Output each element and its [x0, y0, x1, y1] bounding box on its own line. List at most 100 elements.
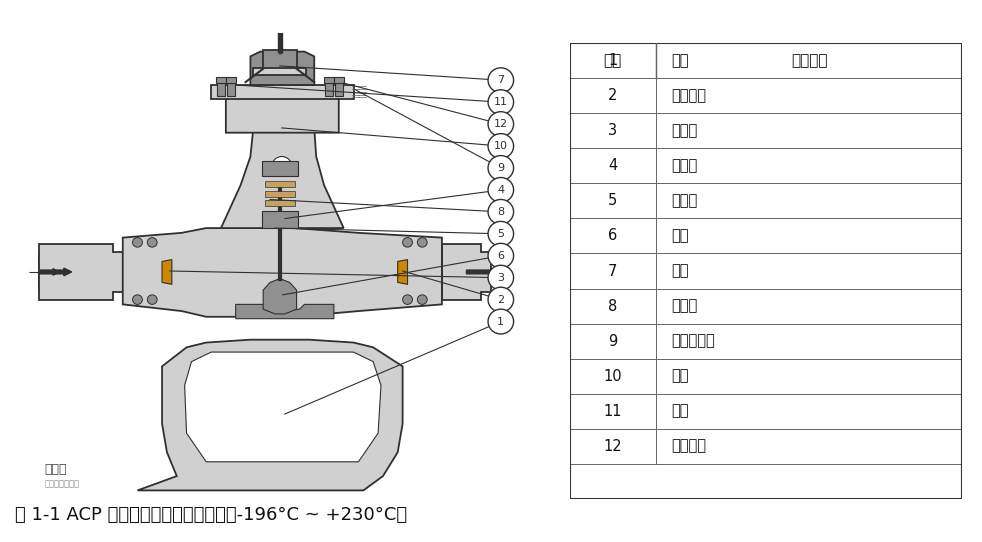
FancyBboxPatch shape	[570, 79, 962, 113]
Text: 阀杆: 阀杆	[672, 263, 689, 279]
Circle shape	[488, 243, 514, 268]
Text: 6: 6	[608, 229, 618, 243]
Text: 图 1-1 ACP 型阀体结构图（温度范围：-196°C ~ +230°C）: 图 1-1 ACP 型阀体结构图（温度范围：-196°C ~ +230°C）	[15, 506, 408, 524]
Circle shape	[403, 295, 412, 305]
Polygon shape	[137, 340, 403, 491]
Polygon shape	[236, 305, 334, 319]
Polygon shape	[442, 244, 491, 300]
Text: 2: 2	[608, 88, 618, 104]
Bar	[325, 83, 333, 96]
Text: 阀体: 阀体	[672, 53, 689, 68]
FancyBboxPatch shape	[570, 113, 962, 149]
Bar	[263, 50, 297, 70]
Polygon shape	[211, 85, 354, 99]
Bar	[265, 201, 295, 206]
FancyBboxPatch shape	[570, 254, 962, 288]
Circle shape	[133, 295, 142, 305]
Circle shape	[147, 295, 157, 305]
FancyBboxPatch shape	[570, 429, 962, 463]
Text: 5: 5	[608, 193, 618, 209]
Circle shape	[488, 134, 514, 158]
Text: 上套筒: 上套筒	[672, 158, 698, 173]
Bar	[265, 191, 295, 197]
Text: 工博士: 工博士	[44, 463, 67, 476]
Text: 5: 5	[497, 229, 505, 239]
Polygon shape	[398, 260, 408, 285]
Bar	[265, 182, 295, 187]
Bar	[253, 68, 306, 75]
Polygon shape	[162, 260, 172, 285]
Text: 12: 12	[604, 438, 622, 454]
Circle shape	[488, 265, 514, 290]
Polygon shape	[250, 51, 314, 85]
Text: 锯齿型垫片: 锯齿型垫片	[672, 333, 716, 349]
Text: 智能工厂服务商: 智能工厂服务商	[44, 480, 80, 488]
Text: 7: 7	[497, 75, 505, 85]
Text: 下套筒: 下套筒	[672, 124, 698, 138]
Polygon shape	[221, 128, 344, 228]
Text: 11: 11	[494, 97, 508, 107]
FancyBboxPatch shape	[570, 43, 962, 79]
Text: 序号: 序号	[604, 53, 622, 68]
Circle shape	[133, 237, 142, 247]
Text: 1: 1	[497, 317, 505, 327]
FancyBboxPatch shape	[570, 324, 962, 359]
Circle shape	[417, 295, 427, 305]
Text: 螺栓: 螺栓	[672, 404, 689, 418]
Text: 9: 9	[497, 163, 505, 173]
Text: 7: 7	[608, 263, 618, 279]
FancyBboxPatch shape	[570, 43, 962, 79]
Text: 2: 2	[497, 295, 505, 305]
Text: 3: 3	[497, 273, 505, 283]
Polygon shape	[185, 352, 381, 462]
Text: 9: 9	[608, 333, 618, 349]
Circle shape	[147, 237, 157, 247]
Circle shape	[488, 68, 514, 93]
FancyBboxPatch shape	[570, 288, 962, 324]
Bar	[262, 162, 298, 176]
Circle shape	[488, 287, 514, 312]
Text: 阀芯: 阀芯	[672, 229, 689, 243]
FancyArrow shape	[466, 268, 499, 276]
Circle shape	[403, 237, 412, 247]
Text: 10: 10	[604, 369, 622, 384]
Circle shape	[488, 178, 514, 202]
Text: 擦拭环: 擦拭环	[672, 299, 698, 313]
Polygon shape	[39, 244, 123, 300]
Circle shape	[488, 199, 514, 224]
FancyBboxPatch shape	[570, 149, 962, 183]
Bar	[216, 78, 226, 83]
Circle shape	[488, 309, 514, 334]
Text: 六角螺母: 六角螺母	[672, 438, 707, 454]
Circle shape	[488, 90, 514, 114]
Text: 4: 4	[608, 158, 618, 173]
Text: 密封环: 密封环	[672, 193, 698, 209]
Text: 螺旋垫片: 螺旋垫片	[672, 88, 707, 104]
Polygon shape	[226, 85, 339, 133]
Text: 11: 11	[604, 404, 622, 418]
Bar	[227, 83, 235, 96]
FancyBboxPatch shape	[570, 393, 962, 429]
FancyBboxPatch shape	[570, 218, 962, 254]
Text: 8: 8	[497, 207, 505, 217]
Bar	[334, 78, 344, 83]
Bar	[217, 83, 225, 96]
Bar	[324, 78, 334, 83]
Circle shape	[488, 156, 514, 180]
Text: 阀盖: 阀盖	[672, 369, 689, 384]
FancyBboxPatch shape	[570, 183, 962, 218]
Bar	[262, 211, 298, 228]
Polygon shape	[123, 228, 442, 317]
Circle shape	[272, 157, 292, 176]
Bar	[335, 83, 343, 96]
FancyArrow shape	[39, 268, 72, 276]
Text: 12: 12	[494, 119, 508, 129]
Bar	[226, 78, 236, 83]
Circle shape	[488, 112, 514, 137]
Polygon shape	[263, 279, 297, 314]
Circle shape	[488, 221, 514, 246]
Circle shape	[417, 237, 427, 247]
Text: 10: 10	[494, 141, 508, 151]
Polygon shape	[39, 254, 162, 290]
Text: 8: 8	[608, 299, 618, 313]
